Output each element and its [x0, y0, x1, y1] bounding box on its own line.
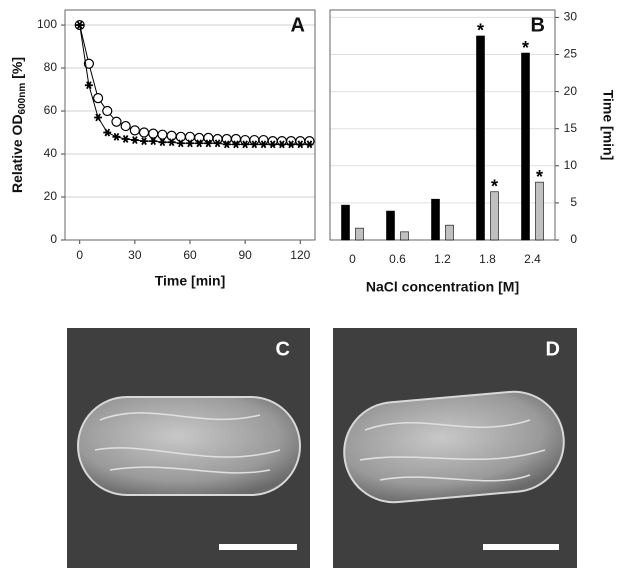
y-tick-label: 80: [44, 60, 58, 74]
x-axis-label: NaCl concentration [M]: [366, 279, 519, 295]
x-axis-label: Time [min]: [155, 273, 226, 289]
bar: [400, 231, 409, 241]
y-tick-label: 0: [570, 232, 577, 246]
marker: [175, 131, 186, 142]
marker: [103, 128, 112, 137]
marker: [166, 130, 177, 141]
marker: [94, 113, 103, 122]
marker: [287, 140, 296, 149]
series-line: [79, 24, 310, 145]
plot-frame: [329, 9, 556, 241]
bar: [431, 198, 440, 241]
marker: [221, 133, 232, 145]
image-label: D: [546, 338, 560, 360]
sem-image-c: C: [67, 328, 310, 568]
bar: [521, 52, 530, 241]
marker: [167, 138, 176, 147]
y-tick-label: 0: [50, 232, 57, 246]
marker: [213, 139, 222, 148]
y-tick-label: 60: [44, 103, 58, 117]
marker: [111, 116, 122, 127]
marker: [158, 138, 167, 147]
panel-label: B: [531, 14, 545, 36]
x-tick-label: 60: [183, 248, 197, 262]
x-tick-label: 1.2: [434, 252, 451, 266]
y-tick-label: 30: [564, 10, 578, 24]
x-tick-label: 1.8: [479, 252, 496, 266]
marker: [149, 137, 158, 146]
marker: [121, 135, 130, 143]
sem-image-d: D: [333, 328, 577, 568]
x-tick-label: 30: [128, 248, 142, 262]
y-label-main: Relative OD: [9, 114, 25, 193]
significance-mark: *: [536, 167, 543, 187]
bar: [490, 191, 499, 241]
y-label-suffix: [%]: [9, 57, 25, 79]
y-tick-label: 5: [570, 195, 577, 209]
marker: [204, 139, 213, 148]
marker: [148, 128, 159, 139]
marker: [84, 81, 93, 90]
y-axis-label: Time [min]: [600, 90, 616, 161]
bar: [445, 224, 454, 241]
marker: [268, 140, 277, 149]
marker: [102, 105, 113, 117]
y-label-sub: 600nm: [17, 83, 28, 115]
bar: [476, 35, 485, 241]
marker: [157, 129, 168, 140]
marker: [75, 21, 84, 29]
marker: [222, 140, 231, 149]
x-tick-label: 90: [238, 248, 252, 262]
significance-mark: *: [477, 21, 484, 41]
marker: [130, 136, 139, 144]
marker: [120, 120, 131, 132]
marker: [230, 133, 242, 145]
x-tick-label: 0.6: [389, 252, 406, 266]
marker: [194, 132, 205, 143]
x-tick-label: 0: [76, 248, 83, 262]
marker: [250, 140, 259, 149]
y-axis-label: Relative OD600nm [%]: [9, 57, 28, 193]
y-tick-label: 20: [44, 189, 58, 203]
marker: [231, 140, 240, 149]
marker: [277, 140, 286, 149]
significance-mark: *: [491, 177, 498, 197]
marker: [83, 58, 94, 69]
y-tick-label: 15: [564, 121, 578, 135]
marker: [138, 127, 150, 138]
marker: [305, 140, 314, 149]
x-tick-label: 120: [290, 248, 310, 262]
y-tick-label: 10: [564, 158, 578, 172]
marker: [184, 131, 196, 142]
marker: [112, 132, 121, 141]
plot-frame: [64, 9, 316, 241]
marker: [129, 125, 140, 136]
bar: [355, 227, 364, 241]
panel-label: A: [291, 14, 305, 36]
marker: [186, 139, 194, 148]
marker: [296, 140, 305, 149]
marker: [259, 140, 268, 149]
x-tick-label: 2.4: [524, 252, 541, 266]
y-tick-label: 100: [37, 17, 57, 31]
x-tick-label: 0: [349, 252, 356, 266]
y-tick-label: 20: [564, 84, 578, 98]
image-label: C: [276, 338, 290, 360]
marker: [195, 139, 204, 148]
bar: [341, 204, 350, 241]
y-tick-label: 25: [564, 47, 578, 61]
marker: [203, 132, 214, 143]
marker: [92, 93, 104, 104]
marker: [241, 140, 250, 149]
bar: [535, 181, 544, 241]
marker: [140, 137, 149, 146]
bar: [386, 210, 395, 241]
marker: [176, 139, 185, 148]
y-tick-label: 40: [44, 146, 58, 160]
significance-mark: *: [522, 38, 529, 58]
